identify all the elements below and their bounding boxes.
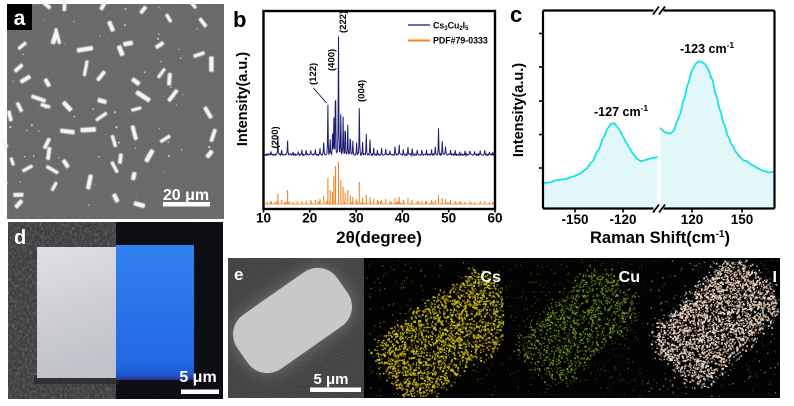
svg-text:d: d [14, 227, 26, 249]
svg-text:b: b [233, 7, 246, 32]
svg-text:50: 50 [441, 211, 456, 226]
svg-text:(222): (222) [338, 11, 349, 33]
svg-text:Raman Shift(cm-1): Raman Shift(cm-1) [590, 229, 730, 247]
svg-text:120: 120 [681, 212, 704, 227]
svg-text:(400): (400) [327, 49, 338, 71]
svg-text:Intensity(a.u.): Intensity(a.u.) [511, 63, 527, 157]
svg-text:Cs3Cu2I5: Cs3Cu2I5 [433, 20, 469, 32]
svg-text:Intensity(a.u.): Intensity(a.u.) [235, 52, 251, 146]
svg-text:5 μm: 5 μm [179, 369, 216, 386]
svg-text:Cu: Cu [619, 269, 640, 286]
svg-text:150: 150 [731, 212, 754, 227]
svg-text:60: 60 [487, 211, 502, 226]
svg-text:20: 20 [302, 211, 317, 226]
svg-text:30: 30 [349, 211, 364, 226]
svg-text:-120: -120 [609, 212, 636, 227]
svg-text:e: e [234, 265, 243, 284]
svg-text:10: 10 [256, 211, 271, 226]
svg-text:5 μm: 5 μm [313, 371, 348, 388]
svg-text:(122): (122) [308, 63, 319, 85]
svg-text:2θ(degree): 2θ(degree) [336, 228, 422, 247]
svg-text:20 μm: 20 μm [163, 187, 209, 204]
svg-text:I: I [773, 269, 777, 286]
svg-text:c: c [510, 2, 522, 27]
svg-text:40: 40 [395, 211, 410, 226]
svg-text:-150: -150 [561, 212, 588, 227]
svg-text:Cs: Cs [481, 269, 502, 286]
svg-text:-123 cm-1: -123 cm-1 [680, 40, 734, 56]
svg-text:(004): (004) [357, 80, 368, 102]
svg-text:a: a [14, 7, 26, 30]
svg-text:(200): (200) [270, 126, 281, 148]
svg-text:PDF#79-0333: PDF#79-0333 [433, 35, 488, 45]
svg-text:-127 cm-1: -127 cm-1 [594, 103, 648, 119]
